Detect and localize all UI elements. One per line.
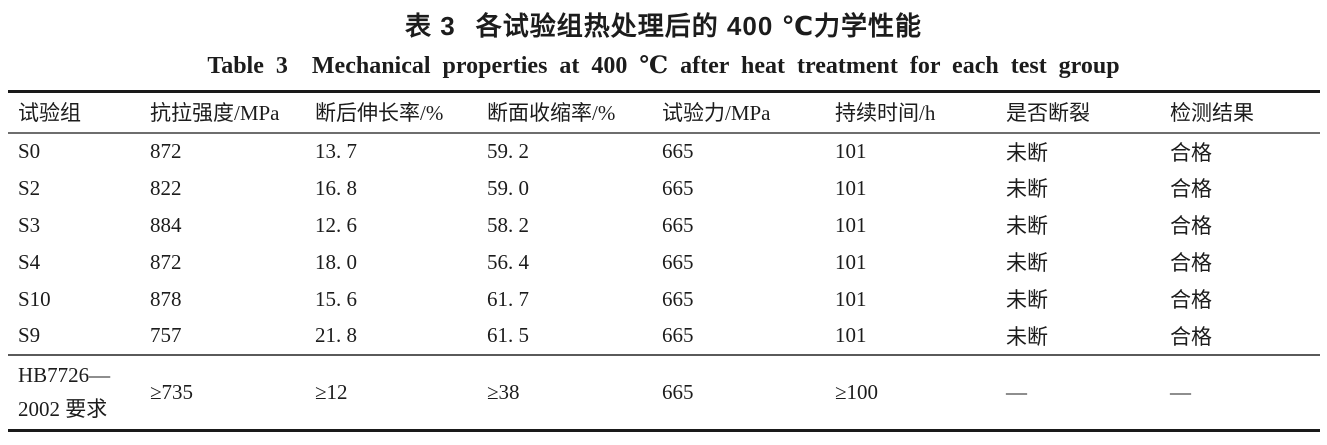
table-row-s4: S4 872 18. 0 56. 4 665 101 未断 合格 [8,244,1320,281]
cell-elongation: 21. 8 [315,323,357,347]
cell-result: 合格 [1170,288,1212,312]
cell-duration: 101 [835,323,867,347]
cell-fracture: 未断 [1006,140,1048,165]
cell-fracture-requirement: — [1006,379,1027,404]
column-header-test-force: 试验力/MPa [662,101,771,126]
table-row-requirement: HB7726— 2002 要求 ≥735 ≥12 ≥38 665 ≥100 — … [8,355,1320,431]
cell-result: 合格 [1170,251,1212,275]
cell-group: S4 [18,249,41,274]
cell-tensile-strength: 878 [150,286,182,311]
table-row-s10: S10 878 15. 6 61. 7 665 101 未断 合格 [8,281,1320,318]
cell-elongation: 18. 0 [315,249,357,274]
column-header-test-group: 试验组 [18,101,81,126]
cell-duration: 101 [835,175,867,200]
table-title-zh: 表 3 各试验组热处理后的 400 ℃力学性能 [0,0,1327,43]
column-header-elongation: 断后伸长率/% [315,101,444,126]
cell-tensile-strength: 884 [150,212,182,237]
cell-fracture: 未断 [1006,214,1048,238]
cell-tensile-strength: 757 [150,323,182,347]
cell-group: S10 [18,286,51,311]
cell-tensile-strength: 872 [150,139,182,163]
cell-duration-requirement: ≥100 [835,379,879,404]
cell-elongation: 13. 7 [315,139,357,163]
cell-duration: 101 [835,249,867,274]
cell-test-force: 665 [662,323,694,347]
cell-reduction: 61. 5 [487,323,529,347]
cell-reduction: 59. 2 [487,139,529,163]
column-header-reduction-of-area: 断面收缩率/% [487,101,616,126]
cell-elongation: 15. 6 [315,286,357,311]
column-header-duration: 持续时间/h [835,101,936,126]
table-row-s2: S2 822 16. 8 59. 0 665 101 未断 合格 [8,170,1320,207]
cell-test-force: 665 [662,249,694,274]
cell-elongation-requirement: ≥12 [315,379,348,404]
cell-duration: 101 [835,212,867,237]
cell-reduction: 59. 0 [487,175,529,200]
cell-fracture: 未断 [1006,324,1048,349]
column-header-tensile-strength: 抗拉强度/MPa [150,101,280,126]
table-title-en-number: Table 3 [207,53,288,79]
cell-reduction: 56. 4 [487,249,529,274]
cell-group: S0 [18,139,41,163]
cell-test-force-requirement: 665 [662,379,694,404]
table-row-s3: S3 884 12. 6 58. 2 665 101 未断 合格 [8,207,1320,244]
cell-group: S2 [18,175,41,200]
cell-elongation: 16. 8 [315,175,357,200]
table-title-en: Table 3 Mechanical properties at 400 ℃ af… [0,50,1327,80]
requirement-standard-line1: HB7726— [18,363,111,388]
cell-test-force: 665 [662,139,694,163]
cell-fracture: 未断 [1006,251,1048,275]
table-header-row: 试验组 抗拉强度/MPa 断后伸长率/% 断面收缩率/% 试验力/MPa 持续时… [8,92,1320,133]
cell-reduction-requirement: ≥38 [487,379,520,404]
cell-duration: 101 [835,286,867,311]
cell-reduction: 61. 7 [487,286,529,311]
column-header-result: 检测结果 [1170,101,1254,126]
cell-duration: 101 [835,139,867,163]
cell-result: 合格 [1170,177,1212,201]
cell-tensile-strength: 822 [150,175,182,200]
cell-fracture: 未断 [1006,177,1048,201]
cell-result: 合格 [1170,214,1212,238]
cell-elongation: 12. 6 [315,212,357,237]
cell-fracture: 未断 [1006,288,1048,312]
cell-tensile-strength-requirement: ≥735 [150,379,194,404]
cell-test-force: 665 [662,212,694,237]
mechanical-properties-table: 试验组 抗拉强度/MPa 断后伸长率/% 断面收缩率/% 试验力/MPa 持续时… [8,90,1320,432]
table-title-en-text: Mechanical properties at 400 ℃ after hea… [311,53,1120,79]
table-title-zh-text: 各试验组热处理后的 400 ℃力学性能 [475,11,922,41]
cell-group: S3 [18,212,41,237]
table-row-s0: S0 872 13. 7 59. 2 665 101 未断 合格 [8,133,1320,170]
cell-result: 合格 [1170,140,1212,165]
cell-reduction: 58. 2 [487,212,529,237]
cell-tensile-strength: 872 [150,249,182,274]
table-row-s9: S9 757 21. 8 61. 5 665 101 未断 合格 [8,318,1320,355]
table-title-zh-number: 表 3 [405,11,456,41]
cell-result-requirement: — [1170,379,1191,404]
column-header-fracture: 是否断裂 [1006,101,1090,126]
requirement-standard-line2: 2002 要求 [18,397,108,422]
cell-requirement-standard: HB7726— 2002 要求 [8,355,140,431]
cell-result: 合格 [1170,324,1212,349]
cell-test-force: 665 [662,286,694,311]
cell-group: S9 [18,323,41,347]
cell-test-force: 665 [662,175,694,200]
